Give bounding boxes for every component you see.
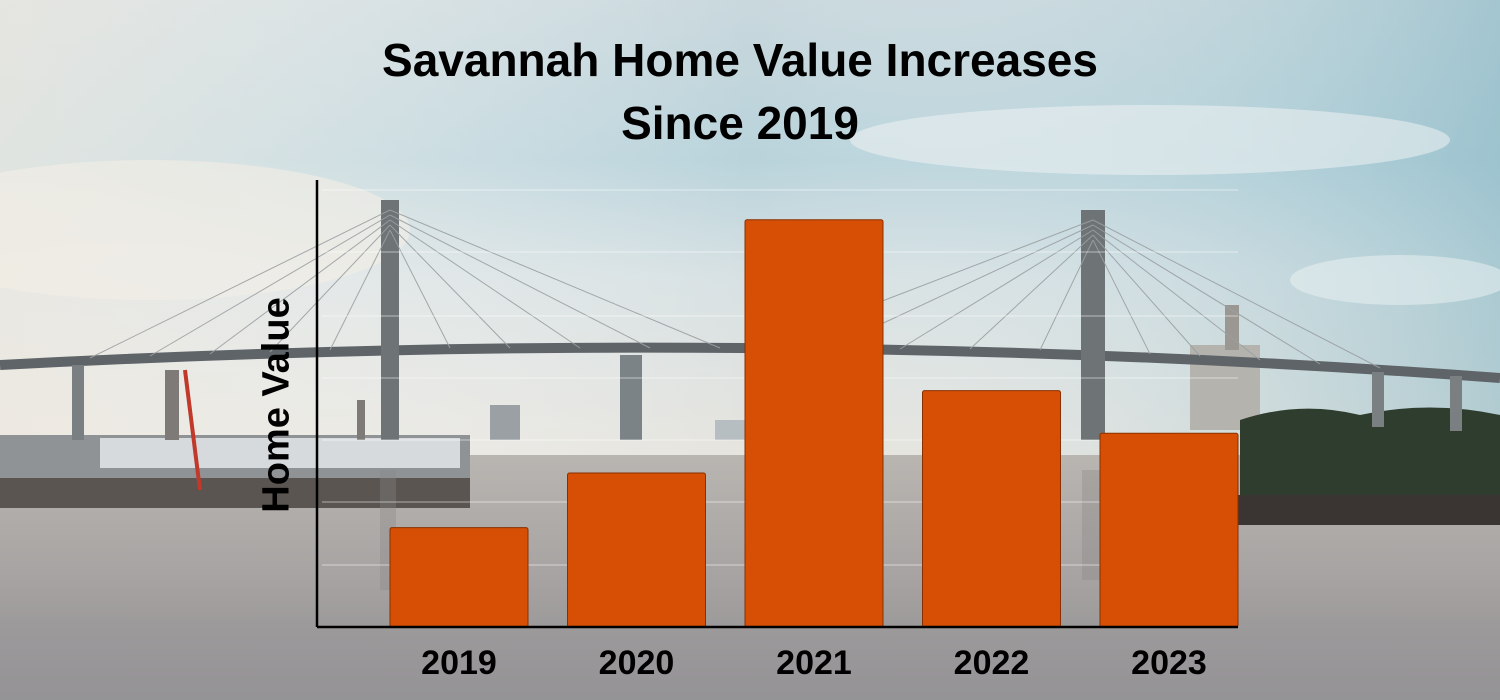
- x-tick-labels: 2019 2020 2021 2022 2023: [421, 644, 1207, 682]
- x-tick-label-2021: 2021: [776, 644, 852, 682]
- bar-2021: [744, 219, 884, 628]
- bars-group: [389, 219, 1239, 628]
- x-tick-label-2020: 2020: [599, 644, 675, 682]
- x-tick-label-2019: 2019: [421, 644, 497, 682]
- bar-2023: [1099, 432, 1239, 628]
- x-tick-label-2022: 2022: [954, 644, 1030, 682]
- bar-2022: [922, 390, 1061, 628]
- y-axis-label: Home Value: [255, 297, 298, 513]
- chart-title-line-1: Savannah Home Value Increases: [382, 34, 1098, 86]
- chart-title-line-2: Since 2019: [621, 97, 859, 149]
- bar-2019: [389, 527, 529, 628]
- bar-2020: [567, 472, 706, 628]
- x-tick-label-2023: 2023: [1131, 644, 1207, 682]
